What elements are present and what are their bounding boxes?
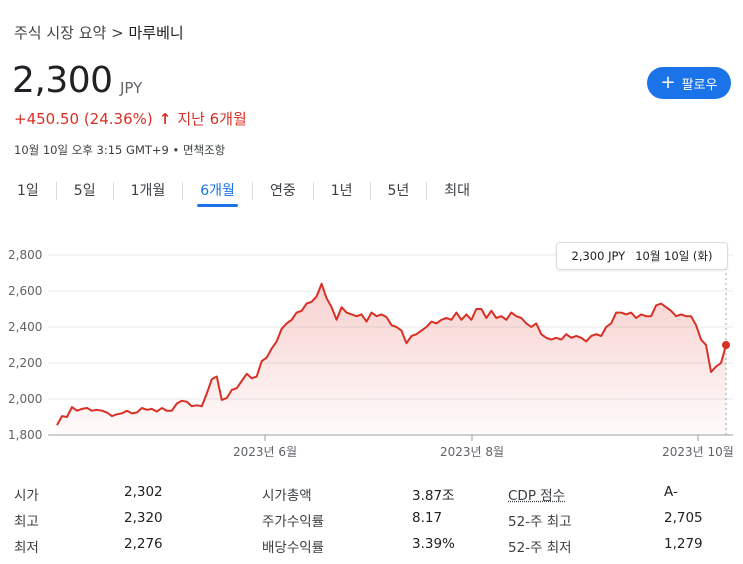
tab-1m[interactable]: 1개월 <box>130 183 166 199</box>
stat-label-open: 시가 <box>14 488 39 504</box>
price-line <box>56 282 727 426</box>
follow-button[interactable]: + 팔로우 <box>647 67 731 99</box>
tooltip-price: 2,300 JPY <box>571 249 626 263</box>
stat-label-dividend-yield: 배당수익률 <box>262 540 325 556</box>
stat-label-52w-low: 52-주 최저 <box>508 540 572 556</box>
tab-5y[interactable]: 5년 <box>387 183 410 199</box>
stat-label-high: 최고 <box>14 514 39 530</box>
price-change: +450.50 (24.36%) ↑ 지난 6개월 <box>14 108 247 129</box>
chart-tooltip: 2,300 JPY 10월 10일 (화) <box>556 242 728 270</box>
tab-ytd[interactable]: 연중 <box>269 183 296 199</box>
y-tick-label: 2,600 <box>8 284 42 298</box>
tab-1d[interactable]: 1일 <box>17 183 39 199</box>
tab-divider <box>369 182 371 200</box>
stat-value-market-cap: 3.87조 <box>412 488 455 504</box>
x-tick-label: 2023년 8월 <box>440 445 504 459</box>
tab-divider <box>426 182 428 200</box>
price-currency: JPY <box>120 79 143 97</box>
stat-label-low: 최저 <box>14 540 39 556</box>
breadcrumb-parent-link[interactable]: 주식 시장 요약 <box>14 24 107 42</box>
breadcrumb: 주식 시장 요약 > 마루베니 <box>14 22 184 43</box>
stock-price: 2,300 <box>12 60 113 101</box>
current-point-dot <box>722 341 730 349</box>
stat-value-52w-low: 1,279 <box>664 536 703 552</box>
range-tabs: 1일 5일 1개월 6개월 연중 1년 5년 최대 <box>0 180 487 207</box>
tab-5d[interactable]: 5일 <box>73 183 96 199</box>
stat-value-low: 2,276 <box>124 536 163 552</box>
change-value: +450.50 (24.36%) <box>14 109 153 128</box>
breadcrumb-current: 마루베니 <box>128 24 184 42</box>
tab-divider <box>55 182 57 200</box>
tab-max[interactable]: 최대 <box>444 183 471 199</box>
price-chart[interactable]: 1,800 2,000 2,200 2,400 2,600 2,800 2023년 6월 20… <box>0 235 743 465</box>
stat-value-52w-high: 2,705 <box>664 510 703 526</box>
stat-value-high: 2,320 <box>124 510 163 526</box>
y-tick-label: 2,800 <box>8 248 42 262</box>
stat-value-pe-ratio: 8.17 <box>412 510 443 526</box>
x-tick-label: 2023년 10월 <box>662 445 734 459</box>
x-tick-label: 2023년 6월 <box>233 445 297 459</box>
updated-timestamp: 10월 10일 오후 3:15 GMT+9 • 면책조항 <box>14 143 226 157</box>
arrow-up-icon: ↑ <box>158 109 172 128</box>
breadcrumb-separator: > <box>111 24 124 42</box>
stat-label-pe-ratio: 주가수익률 <box>262 514 325 530</box>
y-tick-label: 1,800 <box>8 428 42 442</box>
tab-6m[interactable]: 6개월 <box>183 180 252 207</box>
tab-divider <box>312 182 314 200</box>
follow-button-label: 팔로우 <box>681 77 718 93</box>
tab-divider <box>251 182 253 200</box>
price-area <box>57 283 726 435</box>
tab-1y[interactable]: 1년 <box>330 183 353 199</box>
stat-value-open: 2,302 <box>124 484 163 500</box>
y-tick-label: 2,000 <box>8 392 42 406</box>
stat-value-dividend-yield: 3.39% <box>412 536 455 552</box>
stat-value-cdp-score: A- <box>664 484 678 500</box>
stat-label-52w-high: 52-주 최고 <box>508 514 572 530</box>
change-period: 지난 6개월 <box>177 110 247 128</box>
tab-divider <box>182 182 184 200</box>
plus-icon: + <box>660 72 676 93</box>
tooltip-date: 10월 10일 (화) <box>635 249 713 263</box>
tab-divider <box>112 182 114 200</box>
stat-label-market-cap: 시가총액 <box>262 488 312 504</box>
y-tick-label: 2,200 <box>8 356 42 370</box>
y-tick-label: 2,400 <box>8 320 42 334</box>
stat-label-cdp-score[interactable]: CDP 점수 <box>508 488 566 504</box>
